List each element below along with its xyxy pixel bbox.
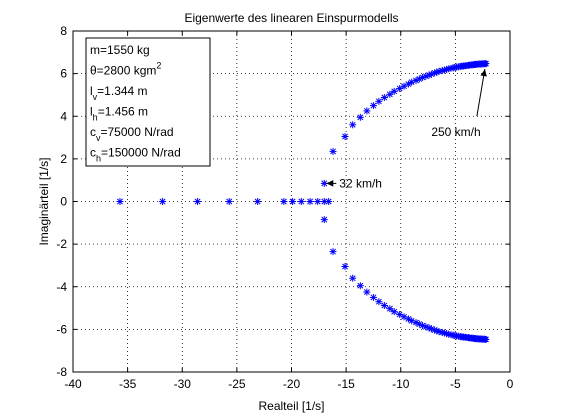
parameter-line: θ=2800 kgm2	[90, 61, 161, 78]
annotation-arrowhead	[326, 180, 334, 187]
y-tick-label: -4	[56, 280, 67, 294]
eigenvalue-point	[314, 198, 322, 205]
eigenvalue-point	[349, 121, 357, 129]
eigenvalue-point	[356, 113, 364, 121]
eigenvalue-point	[341, 263, 349, 271]
x-tick-label: -20	[283, 377, 301, 391]
eigenvalue-point	[329, 147, 337, 155]
parameter-line: m=1550 kg	[90, 43, 150, 57]
eigenvalue-point	[297, 198, 305, 205]
x-tick-label: -10	[392, 377, 410, 391]
eigenvalue-point	[329, 248, 337, 256]
eigenvalue-point	[390, 308, 398, 316]
eigenvalue-point	[375, 97, 383, 105]
annotation-arrowhead	[480, 69, 487, 77]
eigenvalue-point	[380, 302, 388, 310]
eigenvalue-point	[254, 198, 262, 205]
y-tick-label: -8	[56, 365, 67, 379]
annotation-label: 250 km/h	[431, 125, 480, 139]
eigenvalue-point	[356, 282, 364, 290]
eigenvalue-point	[390, 87, 398, 95]
eigenvalue-point	[320, 216, 328, 224]
eigenvalue-point	[482, 60, 490, 68]
y-axis-label: Imaginärteil [1/s]	[37, 157, 51, 245]
eigenvalue-point	[482, 335, 490, 343]
eigenvalue-points	[116, 60, 490, 343]
eigenvalue-point	[306, 198, 314, 205]
parameter-line: cv=75000 N/rad	[90, 125, 174, 143]
x-tick-label: -25	[228, 377, 246, 391]
parameter-box: m=1550 kg θ=2800 kgm2 lv=1.344 m lh=1.456 m…	[85, 37, 211, 167]
y-tick-label: 0	[60, 195, 67, 209]
y-tick-label: 6	[60, 67, 67, 81]
x-axis-ticks: -40 -35 -30 -25 -20 -15 -10 -5 0	[64, 31, 514, 391]
eigenvalue-point	[159, 198, 167, 205]
parameter-line: ch=150000 N/rad	[90, 146, 181, 164]
x-axis-label: Realteil [1/s]	[258, 399, 324, 413]
y-axis-ticks: -8 -6 -4 -2 0 2 4 6 8	[56, 24, 510, 379]
x-tick-label: -35	[119, 377, 137, 391]
eigenvalue-point	[363, 107, 371, 115]
parameter-line: lv=1.344 m	[90, 84, 148, 102]
eigenvalue-point	[363, 288, 371, 296]
eigenvalue-point	[369, 293, 377, 301]
eigenvalue-point	[369, 102, 377, 110]
y-tick-label: 2	[60, 152, 67, 166]
eigenvalue-point	[341, 132, 349, 140]
eigenvalue-point	[427, 70, 435, 78]
eigenvalue-point	[225, 198, 233, 205]
eigenvalue-point	[325, 198, 333, 205]
annotation-label: 32 km/h	[339, 176, 382, 190]
y-tick-label: 8	[60, 24, 67, 38]
y-tick-label: 4	[60, 109, 67, 123]
x-tick-label: 0	[507, 377, 514, 391]
eigenvalue-point	[280, 198, 288, 205]
x-tick-label: -40	[64, 377, 82, 391]
eigenvalue-point	[289, 198, 297, 205]
parameter-line: lh=1.456 m	[90, 105, 148, 123]
y-tick-label: -2	[56, 237, 67, 251]
x-tick-label: -30	[174, 377, 192, 391]
eigenvalue-point	[380, 93, 388, 101]
eigenvalue-point	[386, 305, 394, 313]
eigenvalue-point	[194, 198, 202, 205]
x-tick-label: -5	[450, 377, 461, 391]
annotation-arrow	[476, 69, 486, 117]
parameter-box-frame	[85, 37, 211, 167]
annotations: 32 km/h 250 km/h	[326, 69, 487, 190]
eigenvalue-point	[349, 274, 357, 282]
x-tick-label: -15	[337, 377, 355, 391]
eigenvalue-point	[386, 90, 394, 98]
chart-title: Eigenwerte des linearen Einspurmodells	[184, 11, 398, 25]
eigenvalue-point	[375, 298, 383, 306]
eigenvalue-point	[116, 198, 124, 205]
y-tick-label: -6	[56, 322, 67, 336]
